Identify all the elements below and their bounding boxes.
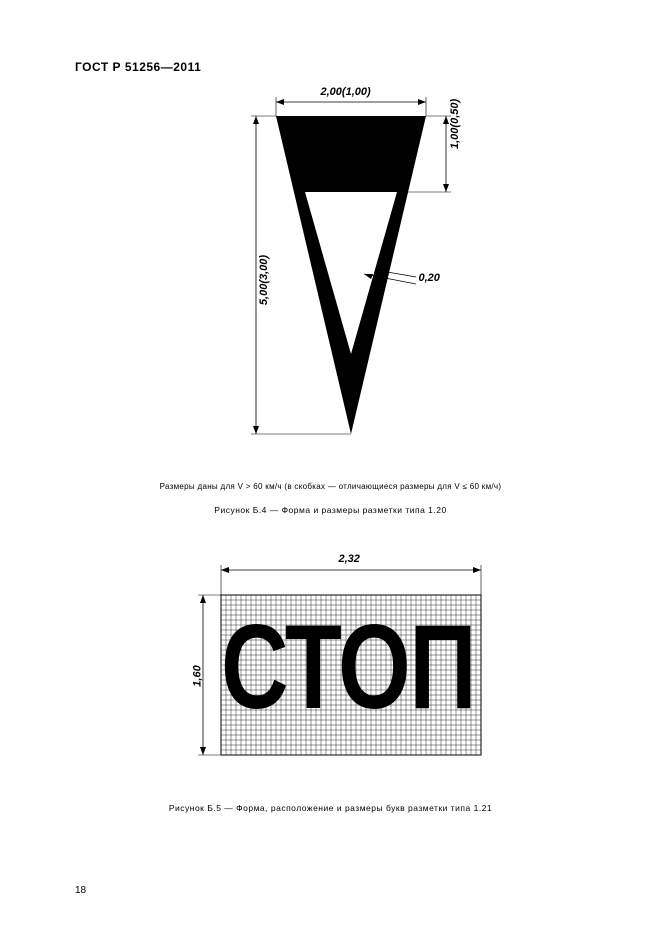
figure-b5-diagram: 2,32 1,60 СТОП (171, 555, 491, 785)
figure-b5-caption: Рисунок Б.5 — Форма, расположение и разм… (75, 803, 586, 813)
dim-total-height-label: 5,00(3,00) (258, 255, 270, 305)
figure-b4-diagram: 2,00(1,00) 1,00(0,50) 5,00(3,00) 0,20 (191, 94, 471, 464)
dim-top-height-label: 1,00(0,50) (449, 99, 461, 149)
dim-stop-width: 2,32 (339, 553, 360, 565)
standard-code-header: ГОСТ Р 51256—2011 (75, 60, 586, 74)
page-number: 18 (75, 885, 86, 896)
dim-small-label: 0,20 (419, 272, 440, 284)
figure-b4-caption: Рисунок Б.4 — Форма и размеры разметки т… (75, 505, 586, 515)
figure-b4-note: Размеры даны для V > 60 км/ч (в скобках … (75, 482, 586, 491)
dim-width-label: 2,00(1,00) (321, 86, 371, 98)
dim-stop-height: 1,60 (191, 665, 203, 686)
stop-text: СТОП (221, 607, 475, 727)
